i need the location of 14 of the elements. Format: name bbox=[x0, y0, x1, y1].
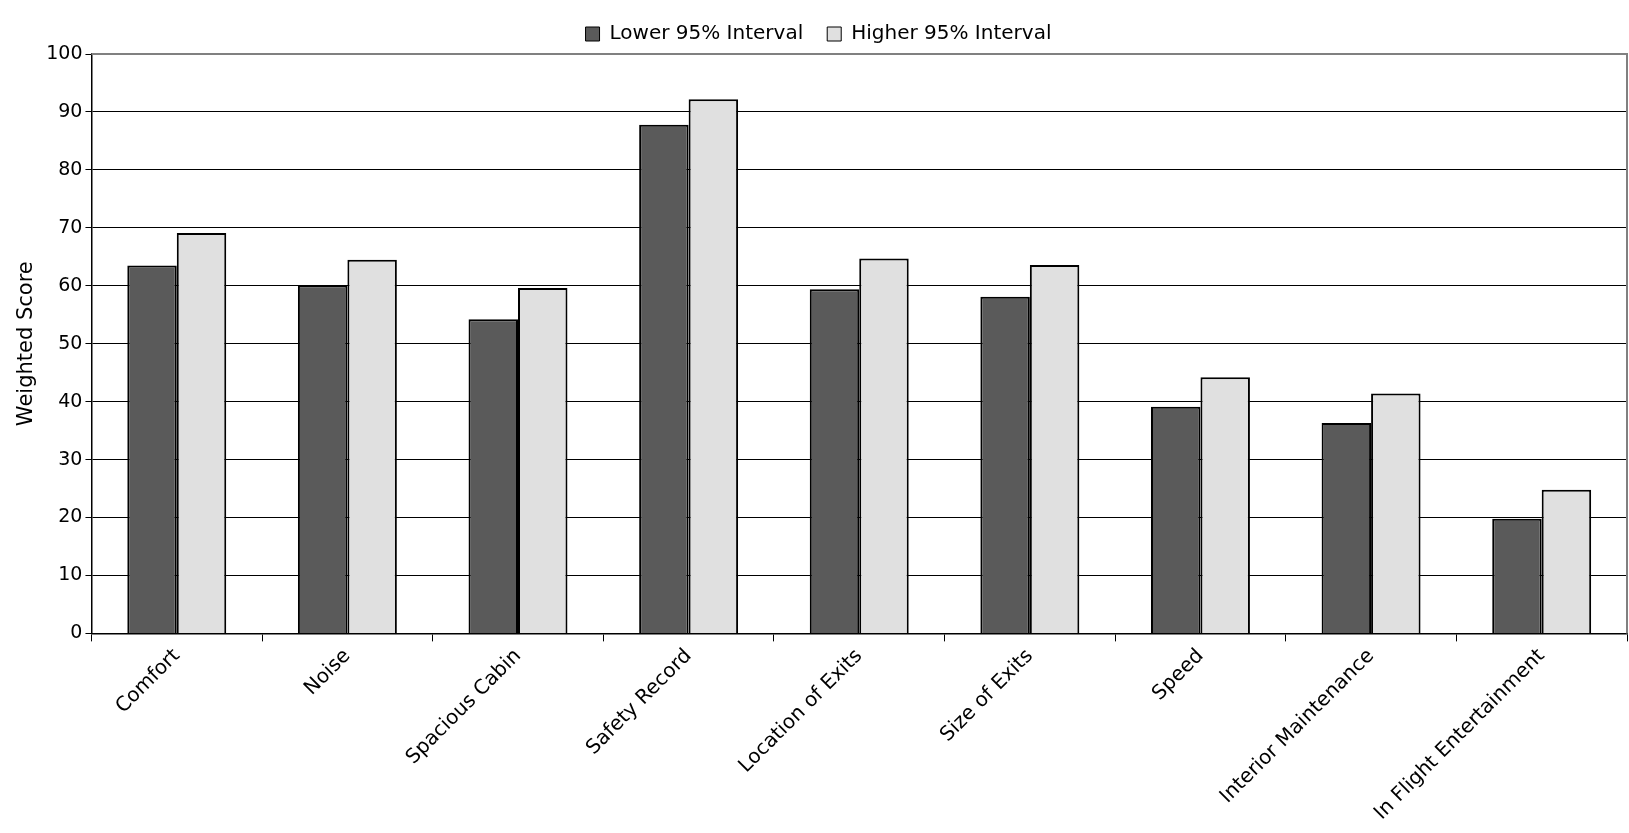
y-tick-label: 50 bbox=[58, 330, 83, 353]
legend-label: Higher 95% Interval bbox=[851, 20, 1052, 45]
y-tick-label: 30 bbox=[58, 446, 83, 469]
y-tick-label: 20 bbox=[58, 504, 83, 527]
y-tick-label: 70 bbox=[58, 214, 83, 237]
y-tick-label: 90 bbox=[58, 98, 83, 121]
y-tick-label: 100 bbox=[46, 40, 83, 63]
legend-label: Lower 95% Interval bbox=[609, 20, 804, 45]
y-tick-label: 10 bbox=[58, 562, 83, 585]
y-axis-title: Weighted Score bbox=[13, 261, 38, 427]
y-tick-label: 0 bbox=[70, 620, 83, 643]
y-tick-label: 40 bbox=[58, 388, 83, 411]
y-tick-label: 60 bbox=[58, 272, 83, 295]
y-tick-label: 80 bbox=[58, 156, 83, 179]
